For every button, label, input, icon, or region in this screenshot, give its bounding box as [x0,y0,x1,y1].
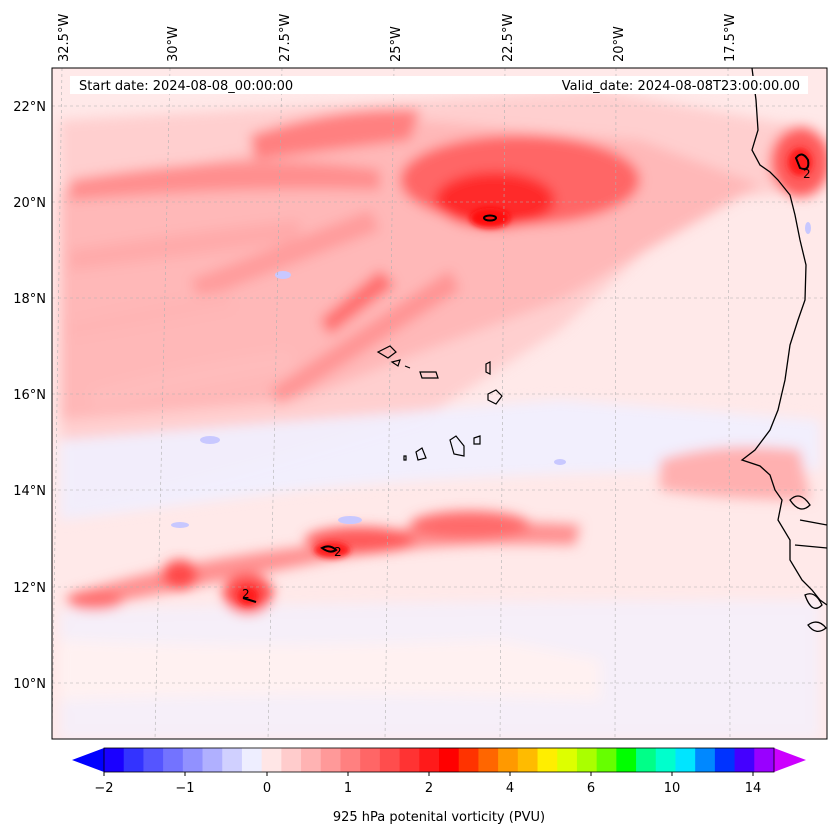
lon-label: 25°W [389,26,404,62]
lat-label: 22°N [13,100,46,115]
colorbar-cell [439,748,460,772]
colorbar-over-arrow [774,748,806,772]
negative-pv-patch [805,222,811,234]
lat-label: 12°N [13,581,46,596]
colorbar-tick-label: 10 [664,781,681,796]
lat-label: 20°N [13,196,46,211]
info-bar [70,76,808,94]
colorbar-cell [675,748,696,772]
contour-label: 2 [803,167,811,181]
start-date: Start date: 2024-08-08_00:00:00 [79,79,293,94]
colorbar-cell [202,748,223,772]
colorbar-cell [182,748,204,772]
colorbar-tick-label: 6 [587,781,595,796]
negative-pv-patch [554,459,566,465]
colorbar-tick-label: 14 [745,781,762,796]
lat-label: 10°N [13,677,46,692]
lon-label: 22.5°W [501,14,516,62]
colorbar-cell [616,748,637,772]
lon-label: 20°W [612,26,627,62]
contour-label: 2 [334,545,342,559]
pv-field: 2 2 2 [52,68,827,739]
colorbar-cell [734,748,755,772]
colorbar-cell [478,748,499,772]
colorbar-cell [695,748,716,772]
pv-contours [242,153,810,603]
colorbar-cell [517,748,539,772]
colorbar-cell [241,748,263,772]
valid-date: Valid_date: 2024-08-08T23:00:00.00 [562,79,800,94]
colorbar-cell [320,748,341,772]
colorbar-cell [576,748,598,772]
lat-label: 14°N [13,484,46,499]
lon-labels: 32.5°W 30°W 27.5°W 25°W 22.5°W 20°W 17.5… [57,14,738,62]
negative-pv-patch [338,516,362,524]
colorbar-cell [498,748,519,772]
colorbar-cell [222,748,243,772]
colorbar-tick-label: 2 [425,781,433,796]
lon-label: 30°W [166,26,181,62]
colorbar-cell [537,748,558,772]
colorbar-cell [557,748,578,772]
colorbar-tick-label: −1 [175,781,194,796]
negative-pv-patch [171,522,189,528]
colorbar-tick-label: −2 [94,781,113,796]
cape-verde-islands [376,345,503,461]
colorbar: −2 −1 0 1 2 4 6 10 14 925 hPa potenital … [72,747,806,825]
colorbar-cell [123,748,144,772]
colorbar-cell [261,748,282,772]
coastline [740,68,827,632]
graticule [52,68,827,739]
colorbar-frame [103,747,775,773]
lat-label: 18°N [13,292,46,307]
contour-label: 2 [242,587,250,601]
colorbar-cell [104,748,125,772]
colorbar-cell [596,748,617,772]
colorbar-tick-label: 1 [344,781,352,796]
lon-label: 17.5°W [723,14,738,62]
colorbar-tick-label: 4 [506,781,514,796]
colorbar-cell [163,748,184,772]
colorbar-under-arrow [72,748,104,772]
colorbar-cell [655,748,676,772]
colorbar-label: 925 hPa potenital vorticity (PVU) [333,810,545,825]
lat-labels: 22°N 20°N 18°N 16°N 14°N 12°N 10°N [13,100,46,692]
colorbar-cell [399,748,420,772]
contour-labels: 2 2 2 [242,167,811,601]
map-frame [51,67,828,740]
negative-pv-patch [275,271,291,279]
colorbar-cell [301,748,322,772]
colorbar-cell [419,748,440,772]
colorbar-tick-label: 0 [263,781,271,796]
colorbar-cell [754,748,775,772]
lon-label: 32.5°W [57,14,72,62]
colorbar-cell [636,748,657,772]
colorbar-cell [458,748,479,772]
lat-label: 16°N [13,388,46,403]
lon-label: 27.5°W [278,14,293,62]
colorbar-ticks: −2 −1 0 1 2 4 6 10 14 [94,772,761,796]
colorbar-cell [714,748,736,772]
colorbar-cell [360,748,381,772]
colorbar-cell [281,748,302,772]
colorbar-cell [379,748,401,772]
colorbar-cell [340,748,361,772]
negative-pv-patch [200,436,220,444]
colorbar-cell [143,748,164,772]
colorbar-cells [104,748,775,772]
